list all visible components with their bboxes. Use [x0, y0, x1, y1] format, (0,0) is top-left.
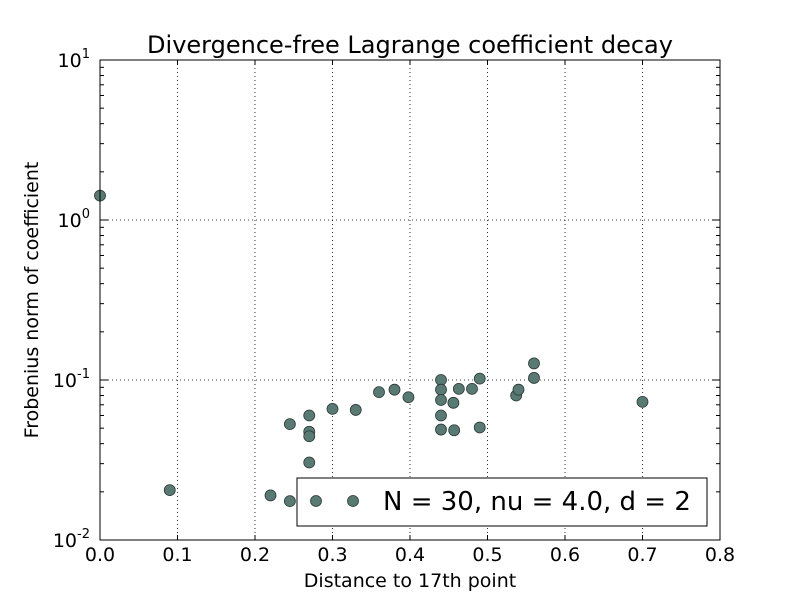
x-tick-label: 0.3 [317, 544, 347, 566]
data-point [448, 424, 461, 437]
data-point [435, 383, 447, 396]
data-point [283, 418, 296, 431]
data-point [512, 383, 525, 396]
x-tick-label: 0.2 [240, 544, 270, 566]
legend-marker [310, 495, 359, 507]
x-tick-label: 0.5 [472, 544, 502, 566]
data-point [283, 495, 296, 508]
data-point [303, 430, 316, 443]
chart-title: Divergence-free Lagrange coefficient dec… [147, 31, 673, 59]
data-point [388, 383, 401, 396]
legend-frame [296, 477, 708, 527]
data-point [264, 489, 277, 502]
y-tick-label: 10-2 [53, 527, 90, 552]
data-point [636, 395, 649, 408]
data-point [435, 409, 447, 422]
data-point [447, 396, 460, 409]
data-point [466, 382, 478, 395]
axis-ticks [99, 59, 721, 541]
data-point [528, 372, 540, 384]
y-tick-label: 10-1 [53, 367, 90, 392]
x-tick-label: 0.6 [550, 544, 580, 566]
data-points [94, 189, 649, 508]
data-point [473, 421, 486, 434]
x-tick-label: 0.4 [395, 544, 425, 566]
data-point [528, 357, 540, 370]
x-tick-label: 0.1 [162, 544, 192, 566]
y-tick-label: 100 [58, 207, 90, 232]
grid-lines [100, 60, 720, 540]
data-point [326, 402, 339, 415]
data-point [452, 382, 465, 395]
data-point [163, 484, 176, 497]
legend-marker-dot [310, 495, 322, 507]
data-point [435, 423, 447, 436]
y-tick-label: 101 [58, 47, 90, 72]
legend-label: N = 30, nu = 4.0, d = 2 [383, 487, 691, 517]
data-point [373, 386, 385, 399]
y-axis-label: Frobenius norm of coefficient [21, 162, 43, 439]
x-tick-label: 0.7 [627, 544, 657, 566]
legend: N = 30, nu = 4.0, d = 2 [296, 477, 708, 527]
x-tick-label: 0.0 [85, 544, 115, 566]
data-point [303, 409, 316, 422]
data-point [349, 404, 362, 416]
data-point [402, 391, 415, 404]
y-tick-labels: 10-2 10-1 100 101 [53, 47, 90, 552]
legend-marker-dot [347, 495, 359, 507]
x-tick-label: 0.8 [705, 544, 735, 566]
x-tick-labels: 0.0 0.1 0.2 0.3 0.4 0.5 0.6 0.7 0.8 [85, 544, 735, 566]
data-point [435, 394, 447, 406]
x-axis-label: Distance to 17th point [304, 570, 516, 592]
data-point [473, 372, 486, 385]
data-point [303, 456, 316, 469]
